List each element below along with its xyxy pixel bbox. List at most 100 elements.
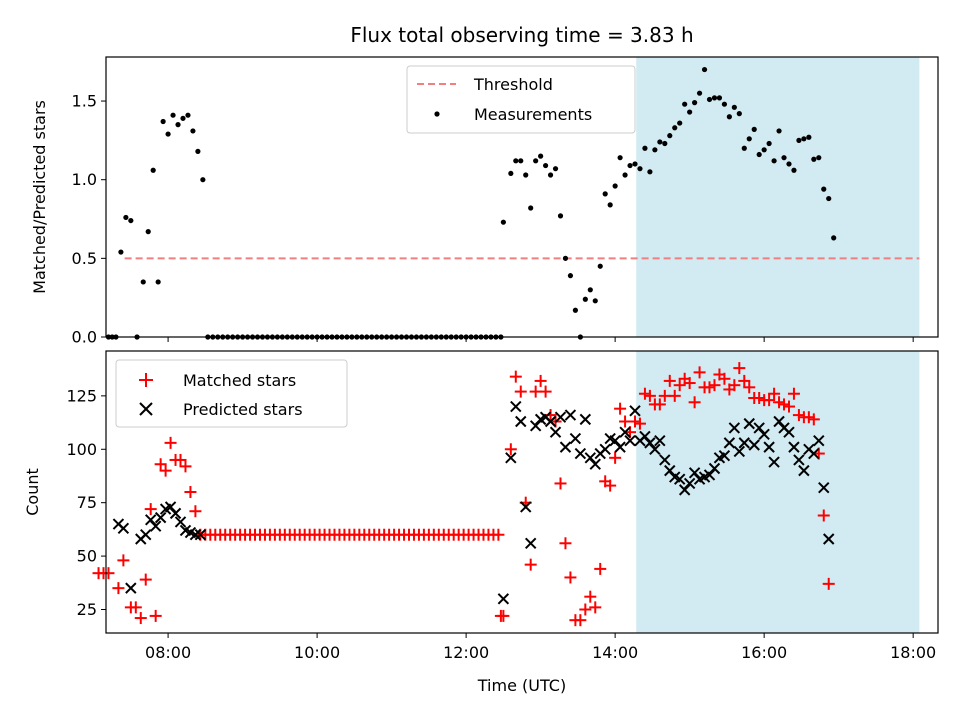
- matched-star-point: [708, 379, 721, 392]
- measurement-point: [731, 104, 737, 110]
- measurement-point: [150, 167, 156, 173]
- measurement-point: [831, 235, 837, 241]
- measurement-point: [627, 162, 633, 169]
- measurement-point: [687, 109, 693, 115]
- measurement-point: [786, 161, 792, 167]
- x-tick-label: 12:00: [443, 643, 489, 662]
- matched-star-point: [594, 562, 607, 575]
- measurement-point: [781, 155, 787, 161]
- measurement-point: [513, 158, 519, 164]
- measurement-point: [806, 134, 812, 140]
- threshold-legend-label: Threshold: [473, 75, 553, 94]
- measurement-point: [632, 161, 638, 167]
- measurement-point: [597, 263, 603, 269]
- x-tick-label: 16:00: [741, 643, 787, 662]
- measurement-point: [572, 307, 578, 313]
- matched-star-point: [574, 614, 587, 627]
- predicted-star-point: [738, 437, 750, 449]
- predicted-star-point: [758, 428, 770, 441]
- y-tick-label: 50: [77, 547, 97, 566]
- measurement-point: [801, 136, 807, 142]
- measurement-point: [647, 169, 653, 175]
- matched-star-point: [604, 479, 617, 492]
- measurement-point: [726, 114, 732, 120]
- y-tick-label: 1.5: [72, 92, 97, 111]
- matched-legend-swatch: [139, 373, 153, 387]
- bottom-legend-box: [115, 359, 348, 428]
- measurement-point: [746, 136, 752, 142]
- measurement-point: [682, 101, 688, 107]
- bottom-axes-frame: [105, 350, 939, 634]
- bottom-x-ticks: 08:00 10:00 12:00 14:00 16:00 18:00: [145, 633, 936, 662]
- measurement-point: [672, 125, 678, 131]
- matched-star-point: [733, 362, 746, 375]
- measurement-point: [826, 195, 832, 202]
- predicted-star-point: [559, 441, 572, 453]
- predicted-star-point: [164, 501, 177, 513]
- matched-star-point: [807, 413, 820, 426]
- measurement-point: [637, 166, 643, 172]
- predicted-star-point: [520, 501, 532, 513]
- matched-star-point: [554, 477, 567, 490]
- measurements-legend-swatch: [434, 111, 440, 117]
- measurement-point: [662, 140, 668, 147]
- measurement-point: [140, 279, 146, 285]
- measurement-point: [155, 279, 161, 285]
- predicted-star-point: [549, 426, 562, 438]
- measurement-point: [118, 249, 124, 255]
- predicted-star-point: [773, 415, 785, 428]
- measurement-point: [200, 177, 206, 183]
- measurement-point: [175, 122, 181, 128]
- matched-star-point: [117, 554, 130, 567]
- matched-star-point: [174, 453, 187, 466]
- measurement-point: [508, 170, 514, 177]
- predicted-star-point: [544, 415, 557, 428]
- highlight-span: [636, 57, 920, 337]
- matched-star-point: [688, 396, 701, 409]
- matched-star-point: [782, 400, 795, 413]
- measurement-point: [562, 255, 569, 261]
- matched-star-point: [509, 370, 522, 383]
- matched-star-point: [763, 394, 776, 407]
- matched-star-point: [589, 601, 602, 614]
- matched-star-point: [129, 601, 142, 614]
- measurement-points: [105, 66, 837, 340]
- measurement-point: [701, 66, 708, 73]
- x-tick-label: 10:00: [294, 643, 340, 662]
- measurement-point: [776, 128, 782, 134]
- predicted-legend-swatch: [139, 402, 153, 416]
- matched-star-point: [768, 387, 781, 400]
- matched-legend-label: Matched stars: [183, 371, 296, 390]
- measurement-point: [180, 115, 186, 121]
- predicted-star-point: [149, 520, 162, 532]
- measurement-point: [542, 162, 549, 169]
- measurement-point: [761, 147, 767, 153]
- bottom-y-ticks: 25 50 75 100 125: [66, 386, 106, 619]
- matched-star-point: [668, 389, 681, 402]
- matched-star-point: [102, 567, 115, 580]
- measurement-point: [170, 112, 176, 118]
- predicted-star-point: [818, 482, 830, 494]
- y-tick-label: 0.5: [72, 249, 97, 268]
- predicted-star-point: [524, 537, 537, 549]
- y-tick-label: 75: [77, 493, 97, 512]
- measurement-point: [582, 296, 588, 302]
- x-tick-label: 08:00: [145, 643, 191, 662]
- predicted-star-point: [624, 435, 636, 447]
- predicted-star-point: [678, 484, 691, 496]
- predicted-star-point: [529, 420, 542, 432]
- measurement-point: [716, 95, 723, 101]
- measurement-point: [533, 158, 539, 164]
- measurement-point: [711, 95, 718, 101]
- measurement-point: [165, 131, 171, 137]
- matched-star-point: [139, 573, 152, 586]
- predicted-star-point: [609, 435, 621, 447]
- predicted-star-point: [788, 441, 800, 453]
- predicted-star-point: [194, 529, 207, 541]
- matched-star-point: [817, 509, 830, 522]
- measurement-point: [587, 287, 593, 293]
- predicted-star-point: [505, 452, 517, 464]
- predicted-star-point: [629, 405, 641, 417]
- predicted-legend-label: Predicted stars: [183, 400, 303, 419]
